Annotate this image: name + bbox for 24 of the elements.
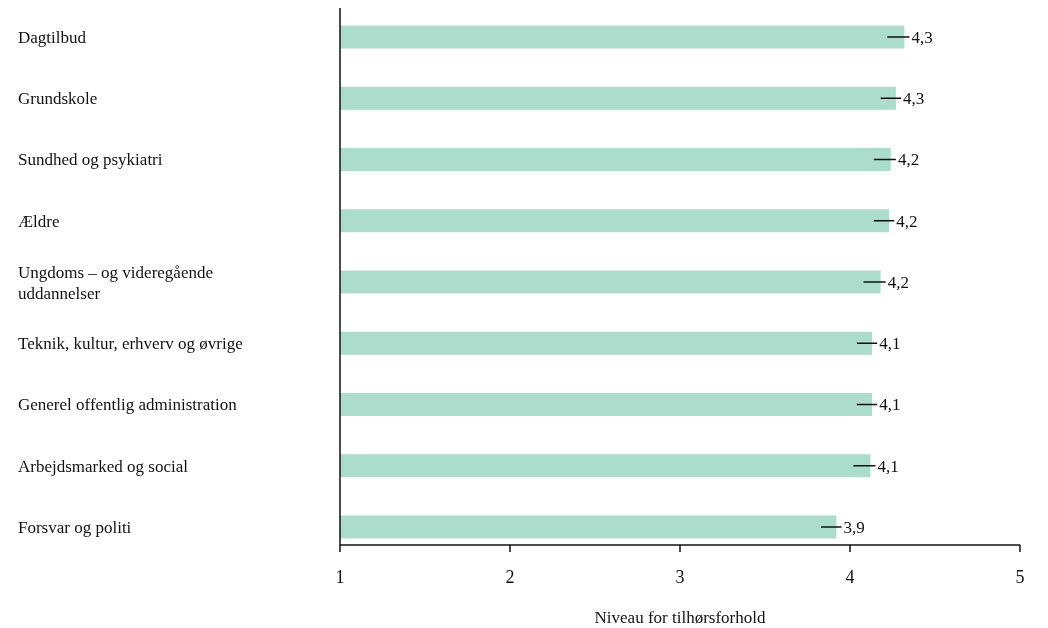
y-tick-label: Sundhed og psykiatri xyxy=(18,150,163,170)
data-label: 4,3 xyxy=(911,27,933,47)
x-axis-title: Niveau for tilhørsforhold xyxy=(594,608,766,627)
x-tick-label: 5 xyxy=(1015,567,1025,587)
y-tick-label: Ungdoms – og videregående uddannelser xyxy=(18,262,213,303)
data-label: 3,9 xyxy=(843,517,865,537)
data-label: 4,2 xyxy=(897,150,920,170)
x-tick-label: 3 xyxy=(675,567,685,587)
data-label: 4,3 xyxy=(903,89,925,109)
y-tick-label: Grundskole xyxy=(18,89,98,109)
y-tick-label: Arbejdsmarked og social xyxy=(18,456,189,476)
data-label: 4,1 xyxy=(879,395,901,415)
y-tick-label: Generel offentlig administration xyxy=(18,395,238,415)
data-label: 4,2 xyxy=(887,272,909,292)
y-tick-label: Dagtilbud xyxy=(18,27,87,47)
y-tick-label: Teknik, kultur, erhverv og øvrige xyxy=(18,334,243,354)
x-tick-label: 1 xyxy=(335,567,345,587)
y-tick-label: Forsvar og politi xyxy=(18,517,132,537)
data-label: 4,2 xyxy=(896,211,918,231)
x-tick-label: 2 xyxy=(505,567,515,587)
x-tick-label: 4 xyxy=(845,567,855,587)
y-tick-label: Ældre xyxy=(18,211,60,231)
data-label: 4,1 xyxy=(877,456,899,476)
data-label: 4,1 xyxy=(879,334,901,354)
